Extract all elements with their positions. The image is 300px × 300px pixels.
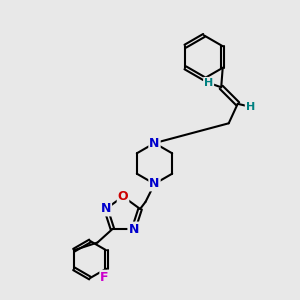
Text: N: N (128, 223, 139, 236)
Text: H: H (246, 102, 255, 112)
Text: H: H (204, 78, 213, 88)
Text: F: F (100, 271, 109, 284)
Text: N: N (101, 202, 111, 215)
Text: O: O (118, 190, 128, 203)
Text: N: N (149, 136, 160, 150)
Text: N: N (149, 177, 160, 190)
